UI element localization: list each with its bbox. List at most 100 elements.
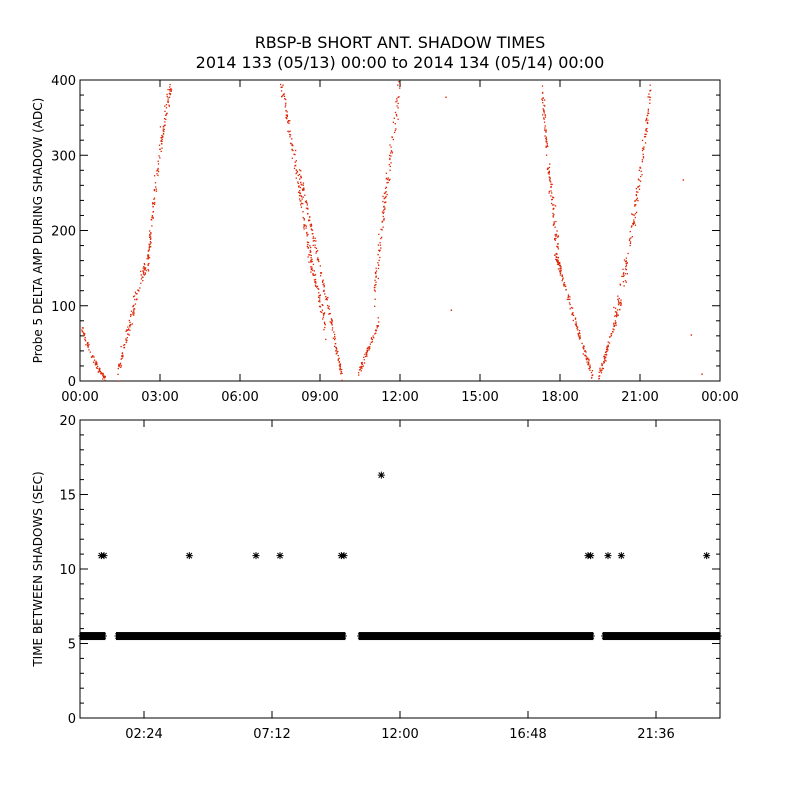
data-point	[315, 286, 318, 288]
data-point	[282, 94, 284, 96]
data-point	[615, 321, 617, 324]
data-point	[338, 365, 341, 367]
data-point	[387, 181, 389, 184]
data-point	[162, 133, 165, 135]
y-tick-label: 15	[59, 489, 76, 504]
data-point	[300, 195, 302, 197]
data-point	[156, 169, 159, 171]
data-point	[310, 246, 312, 249]
data-point	[310, 271, 312, 273]
data-point	[649, 90, 651, 92]
data-point	[337, 358, 340, 360]
data-point	[547, 167, 549, 169]
data-point	[285, 102, 287, 104]
data-point	[328, 313, 330, 315]
data-point	[545, 131, 547, 133]
y-tick-label: 20	[59, 414, 76, 429]
data-point	[289, 136, 291, 138]
data-point	[371, 338, 374, 341]
data-point	[306, 231, 308, 234]
data-point	[324, 293, 326, 295]
data-point	[555, 252, 558, 255]
data-point	[611, 331, 614, 333]
data-point	[298, 173, 301, 176]
data-point	[285, 117, 287, 119]
data-point	[554, 234, 556, 236]
data-point	[321, 309, 324, 311]
data-point	[294, 149, 297, 152]
data-point	[562, 283, 565, 285]
data-point	[607, 349, 609, 351]
data-point	[149, 238, 152, 241]
data-point	[559, 272, 562, 275]
data-point	[637, 178, 640, 180]
data-point	[307, 207, 309, 210]
data-point	[385, 195, 387, 198]
data-point	[300, 200, 302, 202]
data-point	[550, 190, 552, 192]
data-point	[626, 273, 629, 275]
data-point	[374, 290, 376, 292]
data-point	[323, 329, 325, 331]
data-point	[162, 128, 164, 130]
data-point	[622, 281, 625, 283]
data-point	[606, 348, 609, 350]
data-point	[363, 359, 365, 361]
data-point	[387, 177, 389, 179]
data-point	[339, 365, 341, 367]
data-point	[147, 255, 149, 257]
data-point	[306, 235, 308, 237]
data-point	[321, 311, 323, 313]
data-point	[124, 343, 126, 346]
data-point	[158, 144, 161, 146]
data-point	[557, 242, 559, 245]
data-point	[366, 353, 368, 355]
data-point	[635, 211, 638, 213]
data-point	[152, 206, 154, 208]
data-point	[308, 220, 310, 222]
asterisk-marker	[714, 632, 722, 640]
data-point	[160, 139, 162, 142]
data-point	[599, 369, 601, 371]
data-point	[305, 225, 307, 227]
data-point	[312, 240, 314, 242]
data-point	[445, 96, 447, 98]
data-point	[633, 214, 635, 216]
data-point	[373, 286, 376, 289]
data-point	[550, 195, 552, 197]
data-point	[284, 97, 286, 100]
data-point	[366, 355, 368, 357]
x-tick-label: 00:00	[701, 390, 738, 405]
data-point	[549, 179, 551, 181]
data-point	[320, 272, 323, 274]
data-point	[636, 197, 639, 199]
data-point	[297, 191, 300, 193]
data-point	[643, 146, 645, 148]
data-point	[561, 280, 563, 282]
data-point	[307, 233, 309, 236]
data-point	[574, 317, 577, 319]
data-point	[367, 346, 370, 348]
data-point	[548, 166, 551, 169]
data-point	[565, 289, 567, 291]
data-point	[577, 333, 579, 335]
data-point	[612, 328, 614, 330]
data-point	[331, 327, 334, 329]
data-point	[541, 114, 544, 116]
data-point	[619, 283, 621, 285]
data-point	[93, 359, 96, 361]
plot-frame	[79, 79, 721, 382]
data-point	[156, 170, 158, 172]
data-point	[149, 236, 152, 238]
data-point	[157, 174, 159, 177]
data-point	[377, 244, 380, 246]
data-point	[306, 202, 308, 204]
data-point	[377, 264, 380, 266]
data-point	[383, 217, 385, 220]
data-point	[586, 358, 588, 360]
data-point	[161, 138, 163, 141]
data-point	[132, 295, 135, 298]
data-point	[317, 258, 319, 261]
data-point	[646, 122, 649, 125]
data-point	[360, 365, 362, 368]
